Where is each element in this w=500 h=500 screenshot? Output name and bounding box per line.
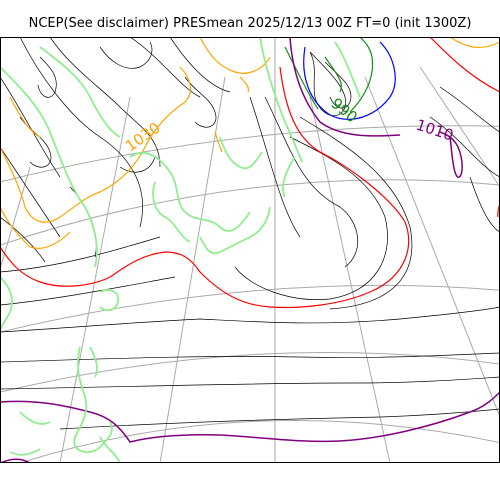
coastline bbox=[9, 448, 41, 456]
coastline bbox=[73, 346, 113, 454]
coastline bbox=[99, 289, 120, 312]
isobars-black bbox=[0, 37, 500, 430]
longitude-line bbox=[59, 96, 131, 463]
isobar bbox=[0, 66, 192, 223]
isobar bbox=[469, 176, 500, 233]
latitude-line bbox=[0, 351, 500, 393]
coastline bbox=[99, 436, 121, 463]
map-area: 990 1010 1030 bbox=[0, 37, 500, 463]
coastline bbox=[199, 206, 271, 255]
coastline bbox=[129, 152, 251, 232]
isobar-low-center bbox=[303, 41, 396, 120]
isobar bbox=[299, 116, 413, 310]
coastline bbox=[334, 41, 361, 98]
longitude-line bbox=[0, 166, 31, 271]
isobar bbox=[9, 96, 41, 138]
isobar bbox=[49, 37, 161, 168]
isobar bbox=[0, 216, 46, 263]
isobar-1030 bbox=[0, 37, 500, 249]
isobar bbox=[37, 56, 57, 98]
coastline bbox=[0, 66, 98, 268]
latitude-line bbox=[19, 420, 500, 463]
map-title: NCEP(See disclaimer) PRESmean 2025/12/13… bbox=[28, 16, 472, 31]
longitude-line bbox=[364, 76, 500, 418]
isobar bbox=[439, 86, 500, 133]
isobar-1010 bbox=[0, 37, 500, 463]
isobar bbox=[0, 391, 500, 443]
isobar bbox=[289, 37, 401, 137]
isobar-990 bbox=[284, 37, 374, 113]
latitude-line bbox=[0, 284, 500, 333]
coastline bbox=[282, 156, 296, 198]
coastline bbox=[259, 37, 303, 163]
graticule bbox=[0, 37, 500, 463]
isobar bbox=[349, 37, 374, 113]
isobar bbox=[439, 131, 463, 178]
isobar bbox=[184, 76, 217, 128]
coastline bbox=[89, 346, 98, 378]
isobar bbox=[249, 96, 301, 238]
coastline bbox=[152, 181, 191, 243]
isobar bbox=[0, 376, 500, 390]
isobar bbox=[324, 56, 342, 93]
longitude-line bbox=[419, 66, 500, 188]
isobar bbox=[429, 116, 500, 178]
isobar bbox=[0, 66, 410, 309]
isobar bbox=[239, 76, 250, 93]
isobar bbox=[0, 76, 61, 178]
coastlines bbox=[0, 37, 361, 463]
isobar bbox=[264, 96, 359, 268]
contour-label-1010: 1010 bbox=[414, 116, 456, 145]
isobar bbox=[449, 37, 500, 49]
coastline bbox=[39, 46, 121, 138]
isobar bbox=[59, 408, 500, 430]
isobar bbox=[324, 61, 352, 109]
isobar bbox=[169, 37, 231, 93]
isobar bbox=[303, 41, 396, 120]
latitude-line bbox=[0, 179, 500, 246]
longitude-line bbox=[159, 76, 226, 463]
isobar bbox=[0, 146, 61, 238]
coastline bbox=[19, 411, 51, 425]
isobar bbox=[0, 352, 500, 363]
coastline bbox=[0, 276, 13, 333]
pressure-map: 990 1010 1030 bbox=[0, 37, 500, 463]
isobar bbox=[199, 37, 271, 74]
isobar bbox=[309, 51, 347, 117]
isobar bbox=[0, 306, 500, 333]
isobar bbox=[0, 236, 161, 273]
isobar bbox=[19, 37, 143, 228]
isobar bbox=[234, 136, 388, 300]
coastline bbox=[219, 136, 263, 170]
isobar bbox=[0, 276, 176, 306]
isobar bbox=[214, 131, 223, 153]
isobar bbox=[99, 41, 153, 69]
isobar bbox=[119, 156, 156, 173]
isobar bbox=[129, 37, 201, 98]
isobar bbox=[284, 46, 319, 110]
isobar bbox=[0, 206, 71, 249]
map-border bbox=[0, 37, 500, 463]
longitude-line bbox=[309, 96, 391, 463]
contour-label-990: 990 bbox=[327, 94, 361, 126]
isobar bbox=[429, 37, 500, 93]
